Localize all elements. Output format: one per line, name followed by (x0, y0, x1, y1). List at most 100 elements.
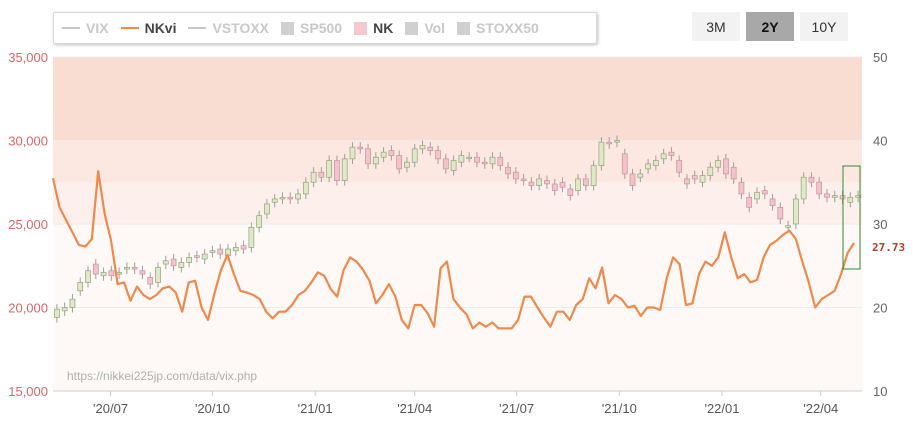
right-tick-label: 10 (873, 384, 887, 399)
nk-candle-body (598, 141, 605, 166)
last-value-label: 27.73 (872, 241, 905, 254)
source-watermark: https://nikkei225jp.com/data/vix.php (67, 369, 258, 383)
nk-candle-body (551, 183, 558, 191)
nk-candle-body (481, 161, 488, 165)
latest-highlight-box (842, 165, 861, 270)
nk-candle-body (645, 163, 651, 170)
nk-candle-body (194, 255, 200, 258)
nk-candle-body (816, 181, 823, 195)
nk-candle-body (528, 181, 535, 186)
range-button-3m[interactable]: 3M (692, 12, 740, 41)
legend-box-icon (457, 21, 471, 35)
nk-candle-body (746, 196, 753, 208)
nk-candle-body (691, 175, 698, 180)
legend-item-nkvi[interactable]: NKvi (120, 20, 176, 36)
nk-candle-body (131, 267, 138, 270)
nk-candle-body (264, 203, 270, 215)
legend-label-stoxx50: STOXX50 (476, 20, 539, 36)
legend-label-vol: Vol (424, 20, 446, 36)
nk-candle-body (505, 166, 511, 175)
nk-candle-body (707, 166, 714, 176)
nk-candle-body (100, 272, 107, 277)
nk-candle-body (388, 150, 395, 156)
legend-item-vix[interactable]: VIX (62, 20, 109, 36)
nk-candle-body (69, 298, 76, 308)
left-tick-label: 30,000 (8, 134, 48, 149)
left-tick-label: 15,000 (8, 384, 48, 399)
nk-candle-body (116, 272, 122, 275)
nk-candle-body (162, 260, 169, 265)
nk-candle-body (209, 250, 216, 253)
nk-candle-body (396, 155, 403, 170)
nk-candle-body (326, 160, 332, 178)
left-tick-label: 35,000 (8, 50, 48, 65)
legend-label-nk: NK (373, 20, 394, 36)
nk-candle-body (738, 181, 745, 195)
nk-candle-body (411, 148, 418, 163)
legend-item-nk[interactable]: NK (354, 20, 393, 36)
legend-item-sp500[interactable]: SP500 (281, 20, 342, 36)
nk-candle-body (427, 146, 434, 151)
range-button-10y[interactable]: 10Y (800, 12, 848, 41)
nk-candle-body (92, 263, 99, 275)
nk-candle-body (567, 188, 574, 196)
nk-candle-body (777, 206, 784, 220)
right-tick-label: 20 (873, 301, 887, 316)
nk-candle-body (310, 171, 317, 183)
nk-candle-body (847, 196, 854, 203)
nk-candle-body (61, 307, 68, 312)
nk-candle-body (186, 257, 192, 263)
nk-candle-body (629, 173, 636, 186)
nk-candle-body (497, 156, 504, 166)
nk-candle-body (583, 178, 589, 186)
nk-candle-body (334, 160, 340, 181)
nk-candle-body (793, 198, 799, 225)
nk-candle-body (800, 176, 807, 200)
legend: VIX NKvi VSTOXX SP500 NK Vol STOXX50 (53, 12, 597, 44)
x-tick-label: '20/07 (93, 401, 128, 416)
risk-band (53, 140, 862, 183)
nk-candle-body (232, 247, 239, 252)
nk-candle-body (419, 145, 426, 150)
nk-candle-body (217, 248, 224, 255)
nk-candle-body (404, 161, 410, 168)
nk-candle-body (139, 270, 146, 275)
legend-item-vstoxx[interactable]: VSTOXX (188, 20, 269, 36)
nk-candle-body (155, 267, 161, 283)
risk-band (53, 57, 862, 141)
x-tick-label: '20/10 (195, 401, 230, 416)
nk-candle-body (621, 153, 628, 175)
nk-candle-body (77, 282, 84, 292)
legend-line-icon (188, 27, 207, 29)
nk-candle-body (699, 175, 706, 183)
x-tick-label: '22/01 (704, 401, 739, 416)
x-tick-label: '21/10 (602, 401, 637, 416)
nk-candle-body (442, 158, 449, 170)
nk-candle-body (302, 181, 309, 195)
legend-box-icon (405, 21, 419, 35)
range-button-2y[interactable]: 2Y (746, 12, 794, 41)
nk-candle-body (723, 158, 729, 175)
legend-line-icon (62, 27, 80, 29)
nk-candle-body (279, 196, 286, 200)
nk-candle-body (54, 308, 60, 318)
nk-candle-body (170, 258, 177, 267)
nkvi-series-line (51, 170, 855, 330)
legend-item-stoxx50[interactable]: STOXX50 (457, 20, 539, 36)
legend-label-vstoxx: VSTOXX (212, 20, 270, 36)
right-tick-label: 30 (873, 217, 887, 232)
nk-candle-body (178, 262, 185, 268)
nk-candle-body (684, 178, 690, 185)
nk-candle-body (590, 165, 597, 186)
nk-candle-body (614, 140, 620, 143)
nk-candle-body (512, 171, 519, 180)
x-tick-label: '22/04 (803, 401, 838, 416)
legend-item-vol[interactable]: Vol (405, 20, 445, 36)
nk-candle-body (761, 190, 768, 195)
nk-candle-body (108, 270, 115, 277)
nk-candle-body (676, 160, 683, 173)
nk-candle-body (474, 156, 480, 163)
nk-candle-body (808, 176, 815, 183)
nk-candle-body (318, 171, 325, 178)
